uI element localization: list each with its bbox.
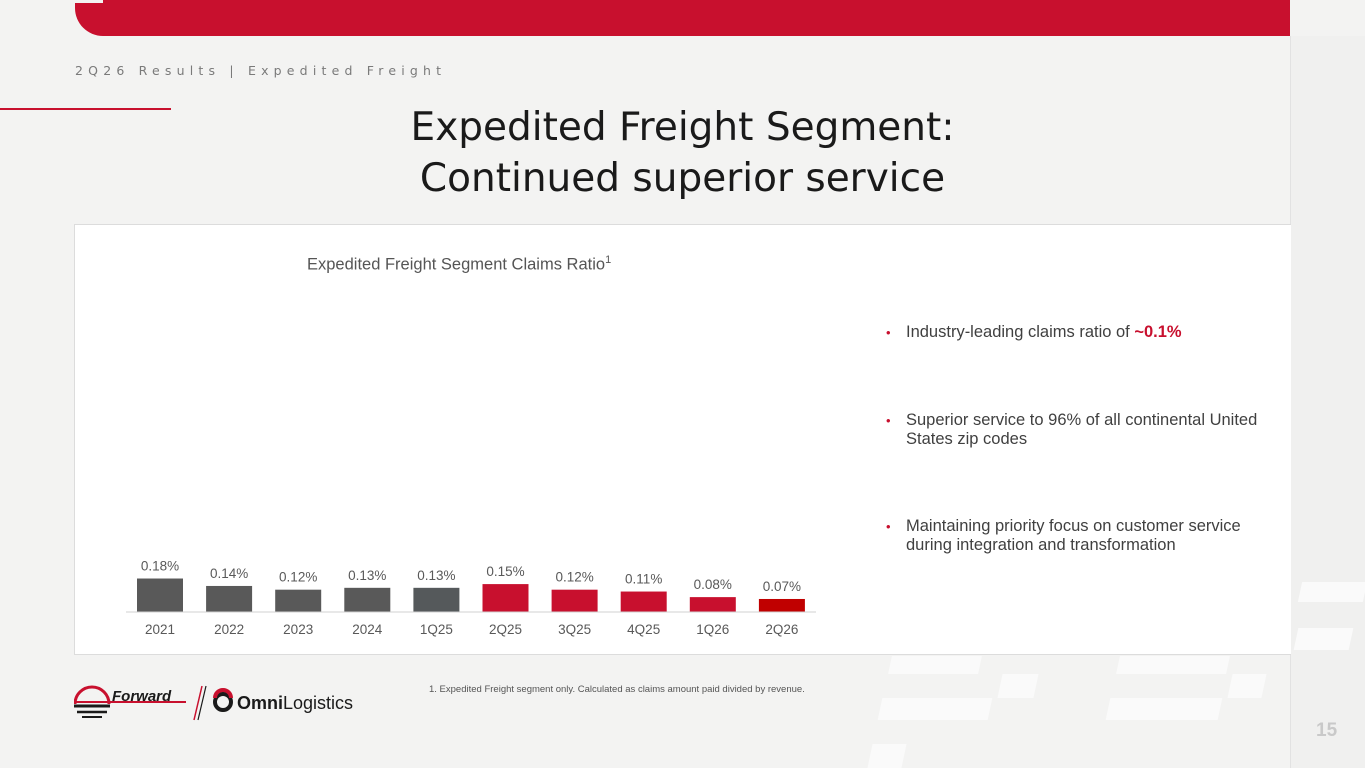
omni-logo-bold: Omni: [237, 693, 283, 713]
data-label-2Q25: 0.15%: [486, 564, 524, 579]
company-logos: Forward OmniLogistics: [73, 684, 364, 731]
bar-2Q25: [482, 584, 529, 612]
data-label-1Q25: 0.13%: [417, 568, 455, 583]
data-label-2024: 0.13%: [348, 568, 386, 583]
forward-logo-text: Forward: [112, 688, 172, 705]
data-label-3Q25: 0.12%: [555, 570, 593, 585]
data-label-1Q26: 0.08%: [694, 577, 732, 592]
x-tick-label-2024: 2024: [352, 622, 383, 637]
bar-1Q25: [413, 587, 460, 612]
top-accent-bar: [75, 0, 1290, 36]
logos-svg: Forward OmniLogistics: [73, 685, 353, 721]
bullet-dot-icon: •: [886, 519, 891, 534]
bullet-item: • Industry-leading claims ratio of ~0.1%: [886, 323, 1286, 342]
bullet-item: • Maintaining priority focus on customer …: [886, 517, 1286, 555]
x-tick-label-2022: 2022: [214, 622, 244, 637]
bullet-text: Industry-leading claims ratio of: [906, 323, 1135, 341]
page-number: 15: [1316, 720, 1338, 741]
bullet-dot-icon: •: [886, 325, 891, 340]
footnote: 1. Expedited Freight segment only. Calcu…: [429, 684, 805, 695]
x-tick-label-2021: 2021: [145, 622, 175, 637]
logo-divider: [193, 685, 203, 721]
svg-text:OmniLogistics: OmniLogistics: [237, 693, 353, 713]
data-label-2022: 0.14%: [210, 566, 248, 581]
x-tick-label-1Q25: 1Q25: [420, 622, 453, 637]
data-label-2023: 0.12%: [279, 570, 317, 585]
bullet-highlight: ~0.1%: [1134, 323, 1182, 341]
logo-divider: [197, 685, 207, 721]
x-tick-label-1Q26: 1Q26: [696, 622, 729, 637]
omni-logistics-logo: OmniLogistics: [213, 688, 353, 713]
page-title-line1: Expedited Freight Segment:: [410, 105, 955, 150]
chart-title-footnote-mark: 1: [605, 254, 612, 266]
breadcrumb-rule: [0, 108, 171, 110]
omni-logo-light: Logistics: [283, 693, 353, 713]
page-title-line2: Continued superior service: [419, 156, 946, 201]
bar-2022: [206, 585, 253, 612]
bar-2021: [137, 578, 183, 612]
bar-2Q26: [758, 598, 805, 612]
x-tick-label-2Q26: 2Q26: [765, 622, 798, 637]
bullet-dot-icon: •: [886, 413, 891, 428]
bar-2023: [275, 589, 322, 612]
chart-title-text: Expedited Freight Segment Claims Ratio: [307, 255, 606, 274]
forward-logo: Forward: [73, 685, 186, 718]
x-tick-label-3Q25: 3Q25: [558, 622, 591, 637]
breadcrumb: 2Q26 Results | Expedited Freight: [75, 63, 447, 78]
chart-title: Expedited Freight Segment Claims Ratio1: [307, 254, 611, 275]
x-tick-label-2023: 2023: [283, 622, 313, 637]
bullet-text: Maintaining priority focus on customer s…: [906, 517, 1241, 554]
content-card: [74, 224, 1291, 655]
data-label-2Q26: 0.07%: [763, 579, 801, 594]
bar-2024: [344, 587, 391, 612]
bullet-item: • Superior service to 96% of all continen…: [886, 411, 1286, 449]
x-tick-label-4Q25: 4Q25: [627, 622, 660, 637]
bullet-text: Superior service to 96% of all continent…: [906, 411, 1258, 448]
x-tick-label-2Q25: 2Q25: [489, 622, 522, 637]
data-label-2021: 0.18%: [141, 559, 179, 574]
bar-1Q26: [689, 597, 736, 612]
data-label-4Q25: 0.11%: [625, 572, 662, 587]
top-bar-notch: [75, 0, 103, 3]
bar-4Q25: [620, 591, 667, 612]
bar-3Q25: [551, 589, 598, 612]
